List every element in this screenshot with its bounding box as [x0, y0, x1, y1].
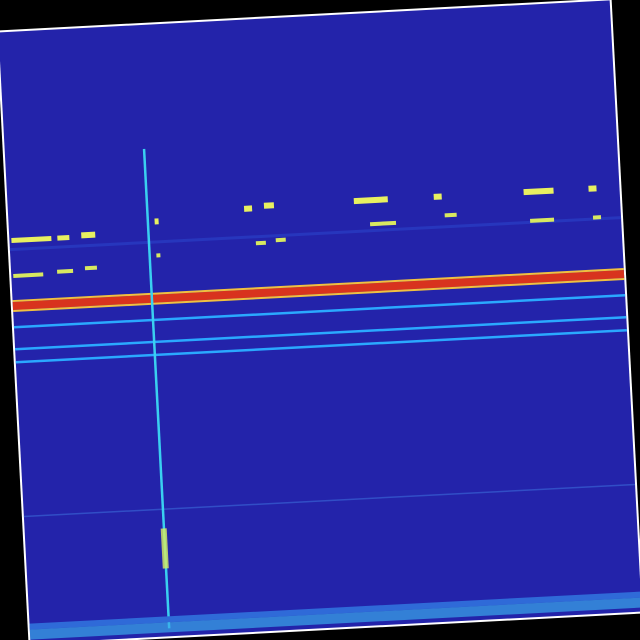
burst-row	[13, 212, 602, 278]
signal-line	[15, 315, 627, 351]
burst	[255, 240, 266, 246]
vertical-signal-hot	[160, 528, 169, 569]
burst	[369, 220, 397, 227]
burst	[353, 196, 388, 205]
faint-band	[9, 216, 622, 252]
vertical-signal	[142, 148, 171, 629]
burst	[588, 185, 597, 192]
burst	[11, 235, 52, 244]
noise-floor	[29, 591, 640, 630]
strong-signal-edge	[13, 278, 625, 313]
strong-signal-edge	[12, 268, 624, 303]
burst	[433, 193, 442, 200]
burst	[529, 217, 555, 223]
burst	[444, 212, 457, 218]
burst	[154, 218, 159, 225]
noise-floor	[29, 597, 640, 640]
burst	[523, 187, 554, 196]
burst	[84, 265, 98, 271]
burst	[592, 215, 602, 220]
burst-row	[11, 185, 597, 244]
burst	[57, 268, 74, 274]
burst	[156, 253, 161, 258]
burst	[81, 231, 96, 239]
signal-line	[15, 328, 628, 364]
faint-band	[23, 483, 636, 518]
strong-signal	[12, 270, 625, 311]
burst	[263, 202, 275, 209]
signal-line	[13, 293, 626, 329]
burst	[243, 205, 253, 212]
burst	[275, 237, 286, 243]
burst	[13, 272, 44, 278]
burst	[57, 235, 70, 241]
